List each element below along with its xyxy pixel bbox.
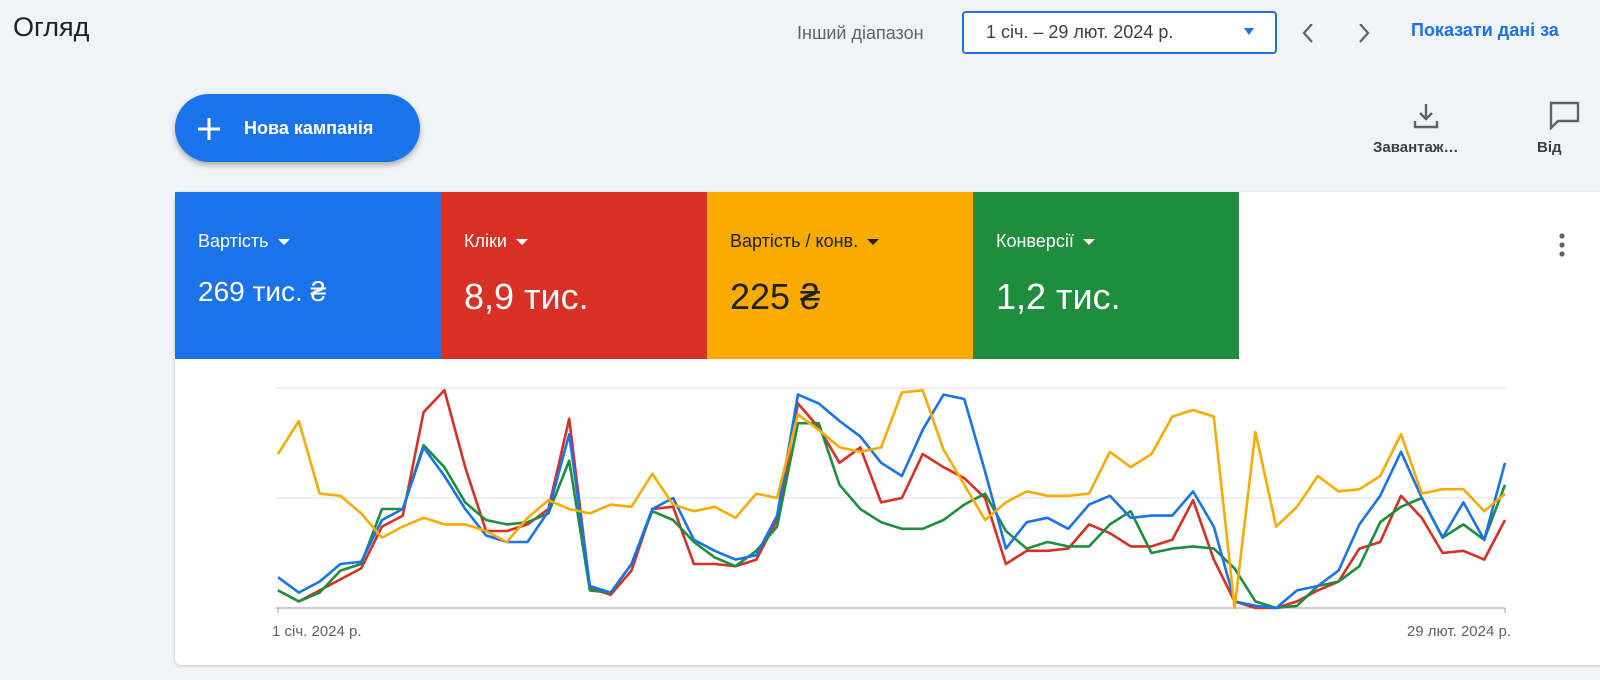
metric-card[interactable]: Вартість 269 тис. ₴: [175, 192, 441, 359]
metric-label: Вартість: [198, 231, 269, 251]
dropdown-arrow: [277, 239, 290, 245]
metric-value: 269 тис. ₴: [198, 276, 327, 307]
metric-card[interactable]: Кліки 8,9 тис.: [441, 192, 707, 359]
metric-card[interactable]: Вартість / конв. 225 ₴: [707, 192, 973, 359]
date-range-text: 1 січ. – 29 лют. 2024 р.: [986, 22, 1174, 42]
x-tick-label: 1 січ. 2024 р.: [272, 623, 362, 640]
metric-header: Конверсії: [996, 231, 1096, 252]
date-range-dropdown[interactable]: [962, 11, 1277, 54]
dropdown-arrow: [1244, 28, 1254, 35]
page-title: Огляд: [13, 12, 90, 42]
metric-card[interactable]: Конверсії 1,2 тис.: [973, 192, 1239, 359]
x-tick-label: 29 лют. 2024 р.: [1407, 623, 1511, 640]
compare-link[interactable]: Показати дані за: [1411, 20, 1559, 40]
metric-value: 225 ₴: [730, 276, 821, 317]
dropdown-arrow: [515, 239, 528, 245]
metric-label: Конверсії: [996, 231, 1074, 251]
download-label[interactable]: Завантаж…: [1373, 139, 1459, 156]
dropdown-arrow: [867, 239, 880, 245]
menu-dots[interactable]: [1556, 232, 1568, 258]
plus-icon: [198, 118, 220, 140]
metric-label: Вартість / конв.: [730, 231, 859, 251]
nav-icons: [1244, 24, 1370, 43]
metric-header: Кліки: [464, 231, 529, 252]
prev-arrow[interactable]: [1302, 24, 1313, 43]
new-campaign-label: Нова кампанія: [244, 118, 374, 138]
next-arrow[interactable]: [1359, 24, 1370, 43]
metric-header: Вартість: [198, 231, 291, 252]
metric-header: Вартість / конв.: [730, 231, 880, 252]
series-line: [276, 388, 1506, 610]
dropdown-arrow: [1082, 239, 1095, 245]
range-label: Інший діапазон: [797, 23, 924, 43]
line-chart: 1 січ. 2024 р. 29 лют. 2024 р.: [272, 387, 1511, 640]
download-icon[interactable]: [1412, 102, 1440, 130]
feedback-label[interactable]: Від: [1537, 139, 1562, 156]
series-line: [277, 421, 1507, 610]
metric-label: Кліки: [464, 231, 507, 251]
series-line: [277, 388, 1507, 610]
metric-value: 8,9 тис.: [464, 276, 589, 317]
metric-value: 1,2 тис.: [996, 276, 1121, 317]
feedback-icon[interactable]: [1548, 100, 1600, 130]
